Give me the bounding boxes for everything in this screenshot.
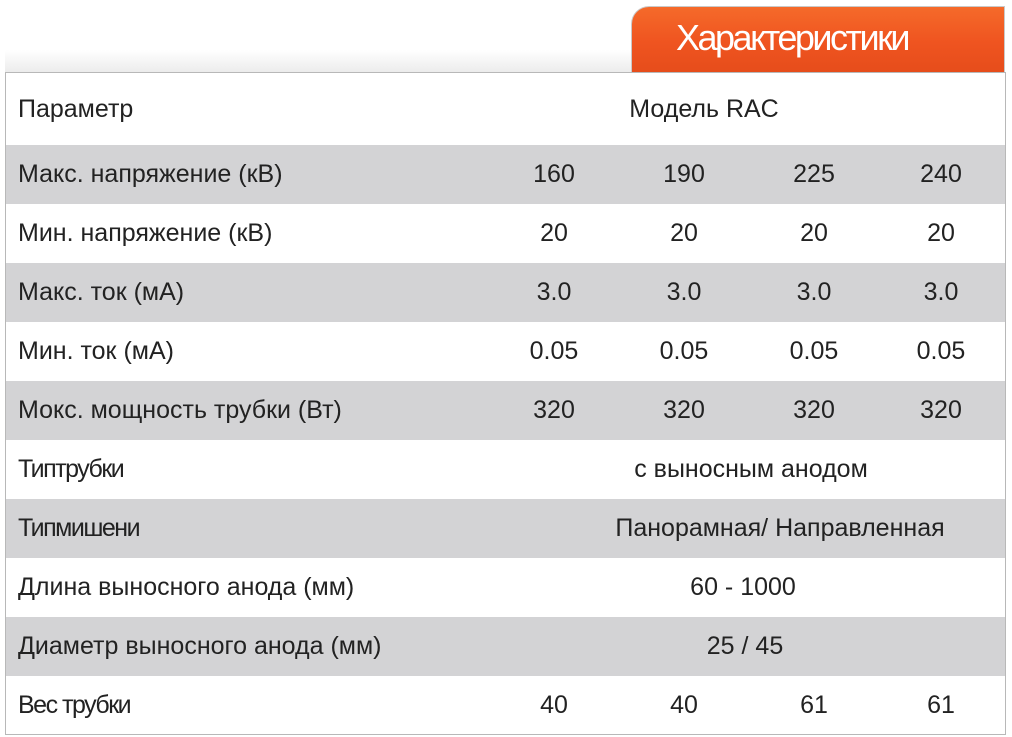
table-cell: 0.05 bbox=[916, 337, 966, 365]
table-cell: 20 bbox=[540, 219, 568, 247]
table-span-cell: 60 - 1000 bbox=[690, 573, 796, 601]
table-row-min-current: Мин. ток (мА) 0.05 0.05 0.05 0.05 bbox=[6, 322, 1005, 381]
table-cell: 320 bbox=[920, 396, 962, 424]
table-row-target-type: Типмишени Панорамная/ Направленная bbox=[6, 499, 1005, 558]
table-row-min-voltage: Мин. напряжение (кВ) 20 20 20 20 bbox=[6, 204, 1005, 263]
header-band bbox=[5, 50, 632, 72]
table-span-cell: Панорамная/ Направленная bbox=[615, 514, 945, 542]
row-label: Диаметр выносного анода (мм) bbox=[18, 632, 382, 660]
table-cell: 3.0 bbox=[796, 278, 832, 306]
table-cell: 225 bbox=[793, 160, 835, 188]
table-cell: 0.05 bbox=[789, 337, 839, 365]
row-label: Мокс. мощность трубки (Вт) bbox=[18, 396, 342, 424]
table-cell: 320 bbox=[663, 396, 705, 424]
table-cell: 61 bbox=[927, 691, 955, 719]
table-cell: 20 bbox=[927, 219, 955, 247]
characteristics-tab: Характеристики bbox=[631, 6, 1005, 72]
table-cell: 190 bbox=[663, 160, 705, 188]
table-cell: 0.05 bbox=[659, 337, 709, 365]
table-row-max-current: Макс. ток (мА) 3.0 3.0 3.0 3.0 bbox=[6, 263, 1005, 322]
table-cell: 40 bbox=[540, 691, 568, 719]
row-label: Типтрубки bbox=[18, 455, 125, 483]
table-row-tube-type: Типтрубки с выносным анодом bbox=[6, 440, 1005, 499]
table-cell: 0.05 bbox=[529, 337, 579, 365]
table-cell: 240 bbox=[920, 160, 962, 188]
table-cell: 20 bbox=[800, 219, 828, 247]
row-label: Макс. ток (мА) bbox=[18, 278, 185, 306]
row-label: Мин. ток (мА) bbox=[18, 337, 174, 365]
row-label: Вес трубки bbox=[18, 691, 132, 719]
table-cell: 320 bbox=[793, 396, 835, 424]
model-header: Модель RAC bbox=[629, 95, 779, 123]
table-cell: 61 bbox=[800, 691, 828, 719]
table-span-cell: 25 / 45 bbox=[706, 632, 784, 660]
row-label: Длина выносного анода (мм) bbox=[18, 573, 355, 601]
table-row-anode-diameter: Диаметр выносного анода (мм) 25 / 45 bbox=[6, 617, 1005, 676]
row-label: Мин. напряжение (кВ) bbox=[18, 219, 273, 247]
table-cell: 20 bbox=[670, 219, 698, 247]
table-cell: 160 bbox=[533, 160, 575, 188]
table-cell: 3.0 bbox=[666, 278, 702, 306]
specs-table: Параметр Модель RAC Макс. напряжение (кВ… bbox=[5, 72, 1006, 735]
table-row-anode-length: Длина выносного анода (мм) 60 - 1000 bbox=[6, 558, 1005, 617]
row-label: Макс. напряжение (кВ) bbox=[18, 160, 283, 188]
row-label: Типмишени bbox=[18, 514, 141, 542]
table-cell: 40 bbox=[670, 691, 698, 719]
table-cell: 3.0 bbox=[536, 278, 572, 306]
tab-title: Характеристики bbox=[676, 17, 910, 58]
table-row-tube-weight: Вес трубки 40 40 61 61 bbox=[6, 676, 1005, 734]
table-row-max-power: Мокс. мощность трубки (Вт) 320 320 320 3… bbox=[6, 381, 1005, 440]
parameter-header: Параметр bbox=[18, 95, 134, 123]
table-row-max-voltage: Макс. напряжение (кВ) 160 190 225 240 bbox=[6, 145, 1005, 204]
table-header-row: Параметр Модель RAC bbox=[6, 73, 1005, 145]
table-cell: 3.0 bbox=[923, 278, 959, 306]
table-span-cell: с выносным анодом bbox=[634, 455, 868, 483]
table-cell: 320 bbox=[533, 396, 575, 424]
